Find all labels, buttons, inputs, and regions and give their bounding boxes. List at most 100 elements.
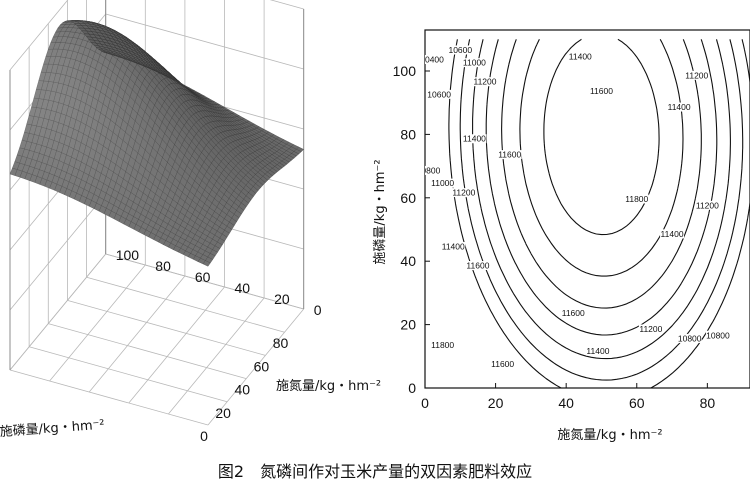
contour-label-bg [497,150,522,160]
surface-plot: 020406080100020406080施氮量/kg・hm⁻²施磷量/kg・h… [0,0,381,444]
contour-label: 11400 [668,102,691,112]
contour-label: 11600 [590,86,613,96]
contour-label-bg [684,70,709,80]
contour-line [501,39,702,309]
x-axis-title: 施氮量/kg・hm⁻² [557,428,662,443]
x-tick-label: 100 [116,247,140,263]
contour-label-bg [473,77,497,87]
contour-label-bg [448,45,473,55]
floor-gridline [9,369,209,426]
x-tick-label: 20 [274,291,290,307]
contour-label: 11400 [463,134,486,144]
y-tick-label: 0 [408,380,416,396]
back-wall-gridline [9,0,69,71]
x-tick-label: 60 [629,395,645,411]
contour-label-bg [585,346,610,356]
side-wall-gridline [105,253,304,310]
contour-label-bg [695,200,720,210]
contour-lines: 1040010600110001060011200114001160011200… [417,38,750,388]
contour-label: 11400 [661,229,684,239]
contour-label: 11400 [586,346,609,356]
contour-label: 11400 [569,51,592,61]
contour-label-bg [624,194,649,204]
x-tick-label: 80 [700,395,716,411]
contour-label: 11800 [625,194,648,204]
y-tick-label: 0 [200,428,208,444]
floor-gridline [49,264,146,382]
contour-label: 11600 [498,150,521,160]
floor-gridline [86,276,285,333]
contour-label-bg [465,261,490,271]
floor-gridline [168,297,265,415]
contour-label-bg [660,229,685,239]
contour-label-bg [425,54,445,64]
contour-label-bg [462,134,487,144]
contour-label: 11000 [431,178,454,188]
y-tick-label: 80 [273,335,289,351]
contour-label-bg [677,333,702,343]
y-tick-label: 100 [393,63,417,79]
y-tick-label: 20 [400,317,416,333]
y-tick-label: 60 [254,358,270,374]
contour-label: 11000 [463,58,486,68]
y-tick-label: 20 [215,405,231,421]
y-tick-label: 40 [400,253,416,269]
contour-label: 11600 [491,359,514,369]
contour-label-bg [441,242,466,252]
x-tick-label: 20 [488,395,504,411]
floor-gridline [88,275,186,393]
contour-label: 11200 [639,324,662,334]
contour-label: 10600 [427,89,451,99]
contour-line [472,39,731,360]
floor-gridline [128,286,225,404]
x-axis-title: 施氮量/kg・hm⁻² [276,379,381,394]
floor-gridline [29,346,228,403]
floor-gridline [67,300,266,356]
contour-label: 11200 [696,200,719,210]
contour-label-bg [638,324,663,334]
contour-label-bg [561,308,586,318]
contour-line [543,38,660,236]
contour-label: 10600 [448,45,472,55]
figure-caption: 图2 氮磷间作对玉米产量的双因素肥料效应 [217,462,533,481]
contour-label-bg [425,165,441,175]
contour-line [448,39,750,388]
contour-label-bg [430,340,455,350]
contour-label-bg [451,188,476,198]
x-tick-label: 0 [421,395,429,411]
x-tick-label: 80 [155,258,171,274]
contour-label-bg [568,51,593,61]
contour-line [459,39,744,381]
contour-label-bg [667,102,692,112]
x-tick-label: 0 [314,302,322,318]
side-wall-gridline [269,0,304,10]
contour-label-bg [462,58,487,68]
contour-label-bg [427,89,452,99]
contour-label: 11200 [685,70,708,80]
back-wall-gridline [9,253,107,371]
contour-label: 10800 [417,165,441,175]
y-axis-title: 施磷量/kg・hm⁻² [373,159,388,264]
contour-label: 11600 [562,308,585,318]
x-tick-label: 40 [558,395,574,411]
contour-label: 10800 [706,330,730,340]
y-axis-title: 施磷量/kg・hm⁻² [0,418,105,440]
x-tick-label: 60 [195,269,211,285]
floor-gridline [48,323,247,379]
x-tick-label: 40 [235,280,251,296]
contour-label: 11600 [466,261,489,271]
contour-label: 11400 [442,242,465,252]
y-tick-label: 40 [234,382,250,398]
contour-label-bg [430,178,455,188]
contour-label: 11200 [473,77,496,87]
contour-label-bg [705,330,730,340]
contour-plot: 1040010600110001060011200114001160011200… [373,29,750,443]
back-wall-gridline [9,193,107,311]
surface-facet [296,146,305,152]
contour-label-bg [490,359,515,369]
contour-label: 10400 [420,54,444,64]
y-tick-label: 80 [400,126,416,142]
contour-label: 11800 [431,340,454,350]
side-wall-gridline [105,13,304,70]
